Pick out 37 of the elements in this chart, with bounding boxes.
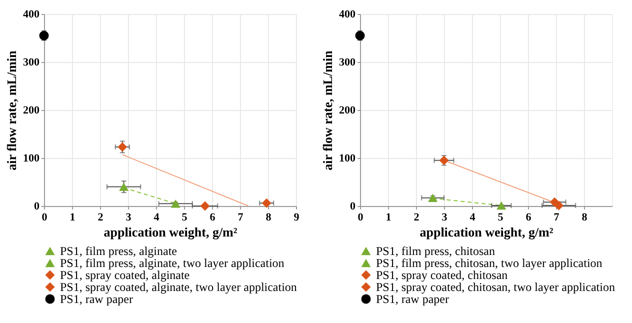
x-tick-label: 3 xyxy=(126,212,132,224)
x-axis-title: application weight, g/m² xyxy=(104,224,238,240)
y-tick-label: 300 xyxy=(339,56,356,68)
x-tick-label: 1 xyxy=(70,212,76,224)
x-tick-label: 6 xyxy=(526,212,532,224)
x-tick-label: 2 xyxy=(414,212,420,224)
y-tick-label: 0 xyxy=(350,200,356,212)
x-tick-label: 4 xyxy=(470,212,476,224)
y-axis-title: air flow rate, mL/min xyxy=(320,50,335,170)
y-tick-label: 400 xyxy=(23,8,40,20)
y-tick-label: 200 xyxy=(23,104,40,116)
x-tick-label: 0 xyxy=(358,212,364,224)
x-tick-label: 5 xyxy=(182,212,188,224)
x-tick-label: 0 xyxy=(42,212,48,224)
x-tick-label: 4 xyxy=(154,212,160,224)
y-tick-label: 0 xyxy=(34,200,40,212)
x-axis-title: application weight, g/m² xyxy=(420,224,554,240)
legend-label: PS1, spray coated, chitosan xyxy=(376,268,508,282)
y-tick-label: 400 xyxy=(339,8,356,20)
legend-label: PS1, film press, alginate xyxy=(60,244,177,258)
y-tick-label: 300 xyxy=(23,56,40,68)
legend-label: PS1, film press, chitosan xyxy=(376,244,495,258)
x-tick-label: 2 xyxy=(98,212,104,224)
x-tick-label: 8 xyxy=(266,212,272,224)
x-tick-label: 8 xyxy=(582,212,588,224)
y-tick-label: 100 xyxy=(339,152,356,164)
x-tick-label: 1 xyxy=(386,212,392,224)
x-tick-label: 9 xyxy=(294,212,300,224)
x-tick-label: 6 xyxy=(210,212,216,224)
y-tick-label: 100 xyxy=(23,152,40,164)
legend-label: PS1, film press, chitosan, two layer application xyxy=(376,256,602,270)
x-tick-label: 7 xyxy=(238,212,244,224)
y-axis-title: air flow rate, mL/min xyxy=(4,50,19,170)
x-tick-label: 3 xyxy=(442,212,448,224)
y-tick-label: 200 xyxy=(339,104,356,116)
x-tick-label: 7 xyxy=(554,212,560,224)
x-tick-label: 5 xyxy=(498,212,504,224)
